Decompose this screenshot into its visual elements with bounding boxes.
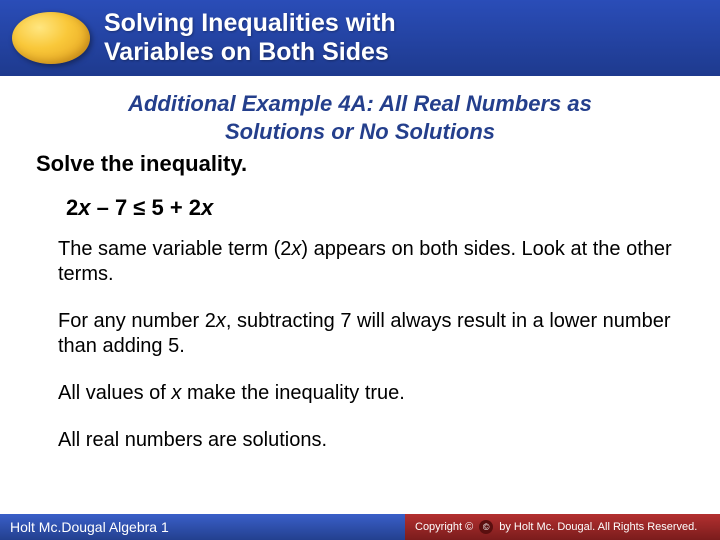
explanation-p1: The same variable term (2x) appears on b… bbox=[58, 237, 684, 287]
copyright-label: Copyright © bbox=[415, 521, 473, 533]
explanation-p4: All real numbers are solutions. bbox=[58, 428, 684, 453]
header-title-line1: Solving Inequalities with bbox=[104, 9, 396, 37]
footer-right-text: by Holt Mc. Dougal. All Rights Reserved. bbox=[499, 521, 697, 533]
ineq-var: x bbox=[78, 195, 90, 220]
text-part: make the inequality true. bbox=[181, 382, 404, 404]
header-title-line2: Variables on Both Sides bbox=[104, 38, 389, 66]
instruction-text: Solve the inequality. bbox=[36, 151, 684, 177]
ineq-var: x bbox=[201, 195, 213, 220]
text-var: x bbox=[171, 382, 181, 404]
slide-footer: Holt Mc.Dougal Algebra 1 Copyright © © b… bbox=[0, 514, 720, 540]
header-title: Solving Inequalities with Variables on B… bbox=[104, 9, 396, 67]
ineq-part: – 7 ≤ 5 + 2 bbox=[91, 195, 202, 220]
ineq-part: 2 bbox=[66, 195, 78, 220]
text-part: All values of bbox=[58, 382, 171, 404]
footer-left-text: Holt Mc.Dougal Algebra 1 bbox=[0, 514, 405, 540]
explanation-p2: For any number 2x, subtracting 7 will al… bbox=[58, 309, 684, 359]
text-part: The same variable term (2 bbox=[58, 238, 291, 260]
text-var: x bbox=[291, 238, 301, 260]
text-part: For any number 2 bbox=[58, 310, 216, 332]
inequality-expression: 2x – 7 ≤ 5 + 2x bbox=[66, 195, 684, 221]
example-title-line2: Solutions or No Solutions bbox=[225, 119, 495, 144]
slide-header: Solving Inequalities with Variables on B… bbox=[0, 0, 720, 76]
header-oval-icon bbox=[12, 12, 90, 64]
copyright-icon: © bbox=[479, 520, 493, 534]
example-title-line1: Additional Example 4A: All Real Numbers … bbox=[128, 91, 592, 116]
text-var: x bbox=[216, 310, 226, 332]
footer-right: Copyright © © by Holt Mc. Dougal. All Ri… bbox=[405, 514, 720, 540]
explanation-p3: All values of x make the inequality true… bbox=[58, 381, 684, 406]
slide-content: Additional Example 4A: All Real Numbers … bbox=[0, 76, 720, 453]
example-title: Additional Example 4A: All Real Numbers … bbox=[36, 90, 684, 145]
